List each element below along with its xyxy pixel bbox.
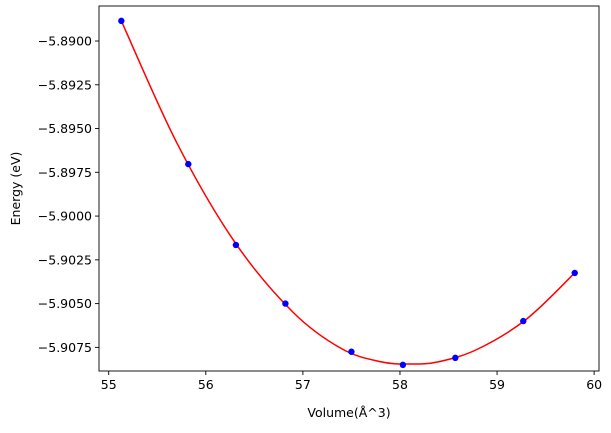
axes-frame: [98, 5, 600, 372]
data-point: [185, 160, 192, 168]
x-axis-label: Volume(Å^3): [307, 405, 390, 420]
axis-ticks: 55 56 57 58 59 60 −5.8900 −5.8925 −5.8950 −5.8975…: [38, 34, 602, 392]
data-point: [452, 354, 459, 362]
y-tick-label: −5.9000: [38, 209, 92, 224]
y-tick-label: −5.8925: [38, 77, 92, 92]
x-tick-label: 56: [198, 377, 214, 392]
x-tick-label: 55: [101, 377, 117, 392]
data-point: [399, 361, 407, 369]
data-point: [348, 348, 355, 355]
y-tick-label: −5.8900: [38, 34, 92, 49]
x-tick-label: 60: [586, 377, 602, 392]
plot-area: [118, 17, 578, 369]
data-point: [232, 241, 240, 249]
y-tick-label: −5.9075: [38, 340, 92, 355]
fit-curve-line: [120, 20, 576, 365]
x-tick-label: 59: [489, 377, 505, 392]
data-point: [282, 300, 289, 307]
y-tick-label: −5.8975: [38, 165, 92, 180]
data-point: [571, 269, 578, 277]
y-axis-label: Energy (eV): [8, 152, 23, 226]
x-tick-label: 58: [392, 377, 408, 392]
y-tick-label: −5.9025: [38, 252, 92, 267]
x-tick-label: 57: [295, 377, 311, 392]
data-point: [520, 317, 527, 325]
data-point: [118, 17, 125, 25]
y-tick-label: −5.9050: [38, 296, 92, 311]
y-tick-label: −5.8950: [38, 121, 92, 136]
